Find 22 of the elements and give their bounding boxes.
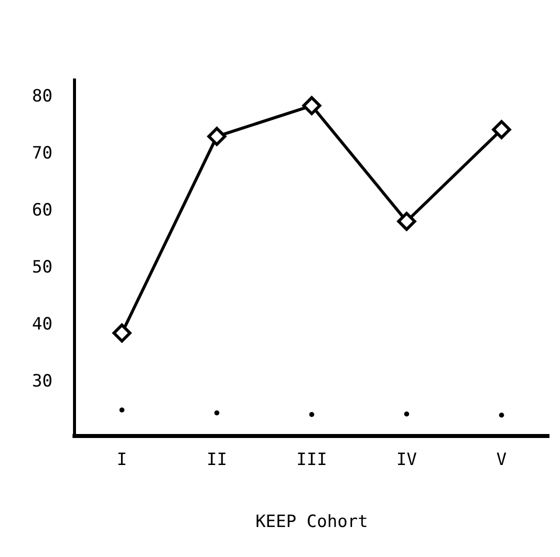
point: [404, 411, 410, 416]
point: [499, 412, 504, 418]
point: [309, 412, 314, 418]
y-tick-label: 60: [32, 200, 52, 221]
point: [302, 96, 322, 116]
x-tick-label: III: [296, 450, 328, 470]
x-axis-title: KEEP Cohort: [255, 512, 368, 532]
point: [214, 410, 220, 416]
x-tick-label: V: [496, 450, 507, 470]
y-tick-label: 30: [32, 371, 52, 392]
y-tick-label: 80: [32, 86, 52, 107]
point: [207, 126, 226, 146]
x-tick-label: IV: [396, 450, 417, 470]
point: [492, 120, 512, 140]
x-tick-label: II: [206, 450, 228, 470]
y-tick-label: 70: [32, 144, 52, 164]
x-tick-label: I: [116, 450, 128, 470]
y-tick-label: 40: [32, 314, 52, 334]
point: [119, 407, 124, 412]
point: [112, 324, 132, 343]
point: [397, 212, 416, 231]
y-tick-label: 50: [32, 257, 52, 278]
